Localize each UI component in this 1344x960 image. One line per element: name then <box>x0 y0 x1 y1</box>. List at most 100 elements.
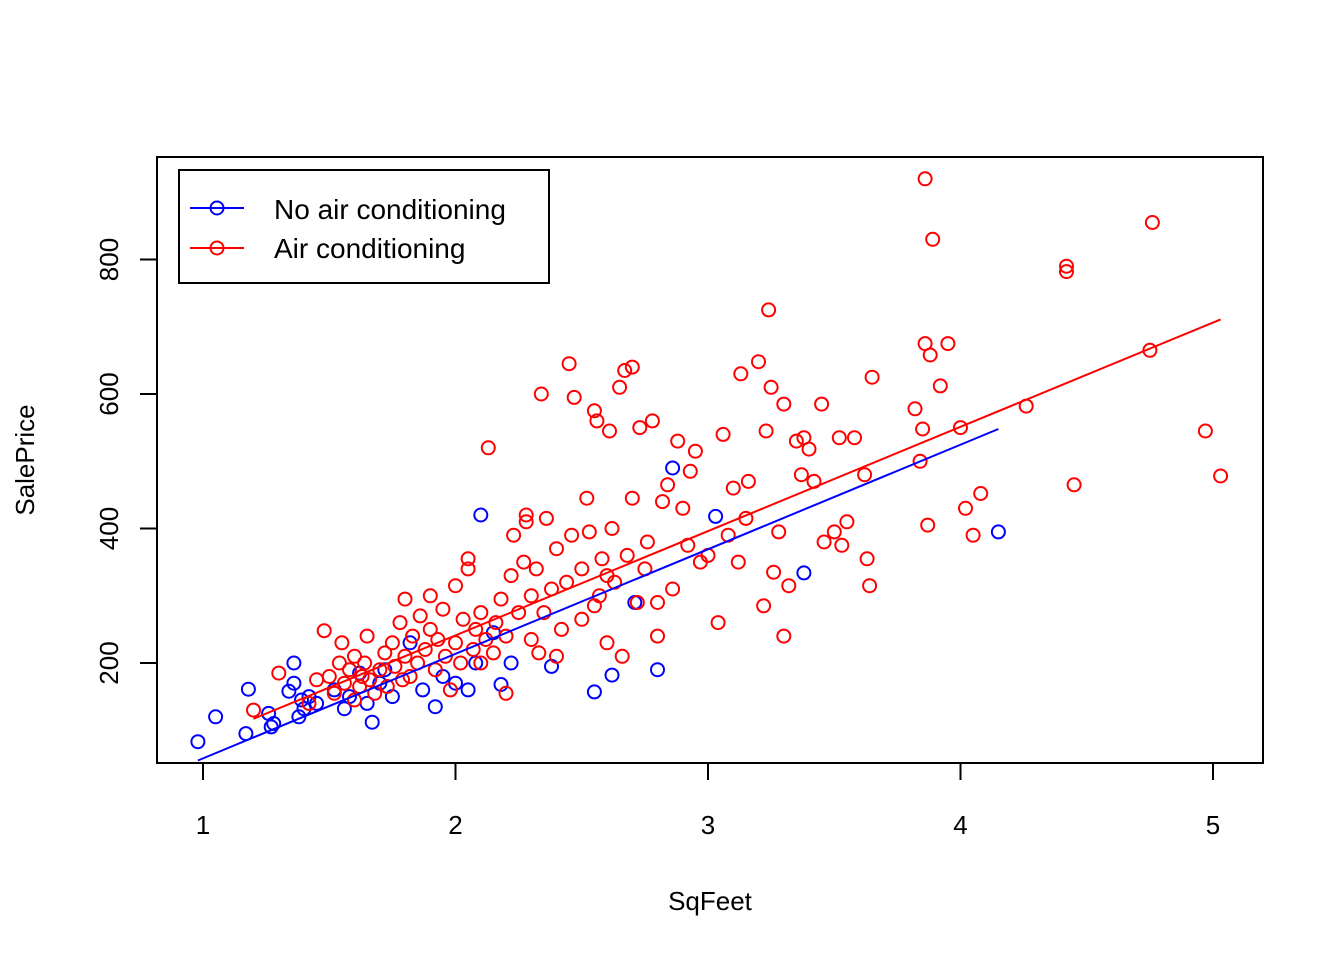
data-point-series-1 <box>624 359 640 375</box>
data-point-series-1 <box>1059 264 1074 280</box>
data-point-series-0 <box>294 692 309 708</box>
data-point-series-1 <box>561 356 577 372</box>
data-point-series-1 <box>516 554 532 570</box>
data-point-series-0 <box>364 714 380 730</box>
data-point-series-1 <box>831 430 847 446</box>
data-point-series-1 <box>316 623 332 639</box>
legend-label-no-ac: No air conditioning <box>274 194 506 225</box>
data-point-series-1 <box>591 588 607 604</box>
data-point-series-1 <box>549 648 564 664</box>
data-point-series-1 <box>907 401 923 417</box>
data-point-series-0 <box>281 683 297 699</box>
data-point-series-1 <box>528 561 544 577</box>
data-point-series-1 <box>958 500 973 516</box>
data-point-series-1 <box>334 635 350 651</box>
data-point-series-1 <box>612 379 628 395</box>
data-point-series-1 <box>384 635 400 651</box>
data-point-series-1 <box>395 672 410 688</box>
data-point-series-1 <box>460 551 476 567</box>
y-tick-label: 600 <box>94 372 124 415</box>
data-point-series-1 <box>801 441 817 457</box>
data-point-series-1 <box>1059 258 1074 274</box>
data-point-series-1 <box>920 517 936 533</box>
data-point-series-1 <box>644 413 660 429</box>
data-point-series-1 <box>405 628 421 644</box>
x-tick-label: 2 <box>448 810 462 840</box>
data-point-series-1 <box>710 615 726 631</box>
data-point-series-1 <box>357 655 373 671</box>
data-point-series-1 <box>859 551 875 567</box>
data-point-series-1 <box>359 628 375 644</box>
data-point-series-1 <box>581 524 597 540</box>
data-point-series-1 <box>1213 468 1229 484</box>
data-point-series-1 <box>730 554 746 570</box>
data-point-series-1 <box>973 486 989 501</box>
legend-label-ac: Air conditioning <box>274 233 465 264</box>
data-point-series-1 <box>506 527 522 543</box>
x-tick-label: 5 <box>1206 810 1220 840</box>
data-point-series-0 <box>415 682 431 698</box>
data-point-series-1 <box>751 354 766 370</box>
data-point-series-1 <box>733 366 749 382</box>
data-point-series-1 <box>922 347 938 363</box>
data-point-series-1 <box>533 386 549 402</box>
data-point-series-1 <box>761 302 777 318</box>
data-point-series-1 <box>847 430 862 446</box>
data-point-series-1 <box>518 507 534 523</box>
data-point-series-1 <box>826 524 842 540</box>
data-point-series-0 <box>460 682 476 698</box>
data-point-series-1 <box>725 480 741 496</box>
data-point-series-1 <box>397 591 413 607</box>
data-point-series-1 <box>857 467 873 483</box>
data-point-series-1 <box>579 490 595 506</box>
data-point-series-1 <box>397 648 413 664</box>
x-axis-title: SqFeet <box>668 886 753 916</box>
data-point-series-0 <box>708 508 724 524</box>
x-tick-label: 1 <box>196 810 210 840</box>
data-point-series-1 <box>682 463 698 479</box>
data-point-series-1 <box>675 500 691 516</box>
data-point-series-1 <box>594 551 610 567</box>
data-point-series-1 <box>460 561 476 577</box>
y-tick-label: 800 <box>94 238 124 281</box>
data-point-series-1 <box>448 578 463 594</box>
x-axis: 1 2 3 4 5 <box>196 763 1220 840</box>
data-point-series-1 <box>271 665 287 681</box>
data-point-series-1 <box>422 621 438 637</box>
data-point-series-1 <box>564 527 580 543</box>
data-point-series-1 <box>518 514 534 530</box>
legend-box <box>178 169 550 284</box>
data-point-series-1 <box>917 171 933 187</box>
data-point-series-1 <box>758 423 774 439</box>
fit-line-series-1 <box>253 318 1221 720</box>
data-point-series-0 <box>208 709 224 725</box>
data-point-series-0 <box>309 695 325 711</box>
data-point-series-1 <box>763 379 779 395</box>
plot-frame <box>156 156 1264 764</box>
data-point-series-1 <box>485 645 501 661</box>
data-point-series-1 <box>473 655 489 671</box>
legend-marker-no-ac <box>209 200 225 216</box>
data-point-series-1 <box>670 433 686 449</box>
data-point-series-1 <box>473 605 489 621</box>
data-point-series-1 <box>1197 423 1213 439</box>
data-point-series-1 <box>771 524 787 540</box>
data-point-series-1 <box>965 527 981 543</box>
data-point-series-1 <box>912 453 928 469</box>
data-point-series-1 <box>660 477 676 493</box>
data-point-series-0 <box>665 460 681 476</box>
data-point-series-0 <box>493 677 509 692</box>
x-tick-label: 4 <box>953 810 967 840</box>
data-point-series-1 <box>498 685 514 701</box>
data-point-series-0 <box>286 655 302 671</box>
data-point-series-1 <box>915 421 931 437</box>
data-point-series-0 <box>377 662 393 678</box>
data-point-series-1 <box>435 601 451 617</box>
legend-marker-ac <box>209 240 225 256</box>
data-point-series-1 <box>766 564 782 580</box>
data-point-series-1 <box>650 628 665 644</box>
data-point-series-1 <box>624 490 640 506</box>
data-point-series-1 <box>589 413 605 429</box>
data-point-series-1 <box>538 510 554 526</box>
data-point-series-1 <box>925 231 941 247</box>
